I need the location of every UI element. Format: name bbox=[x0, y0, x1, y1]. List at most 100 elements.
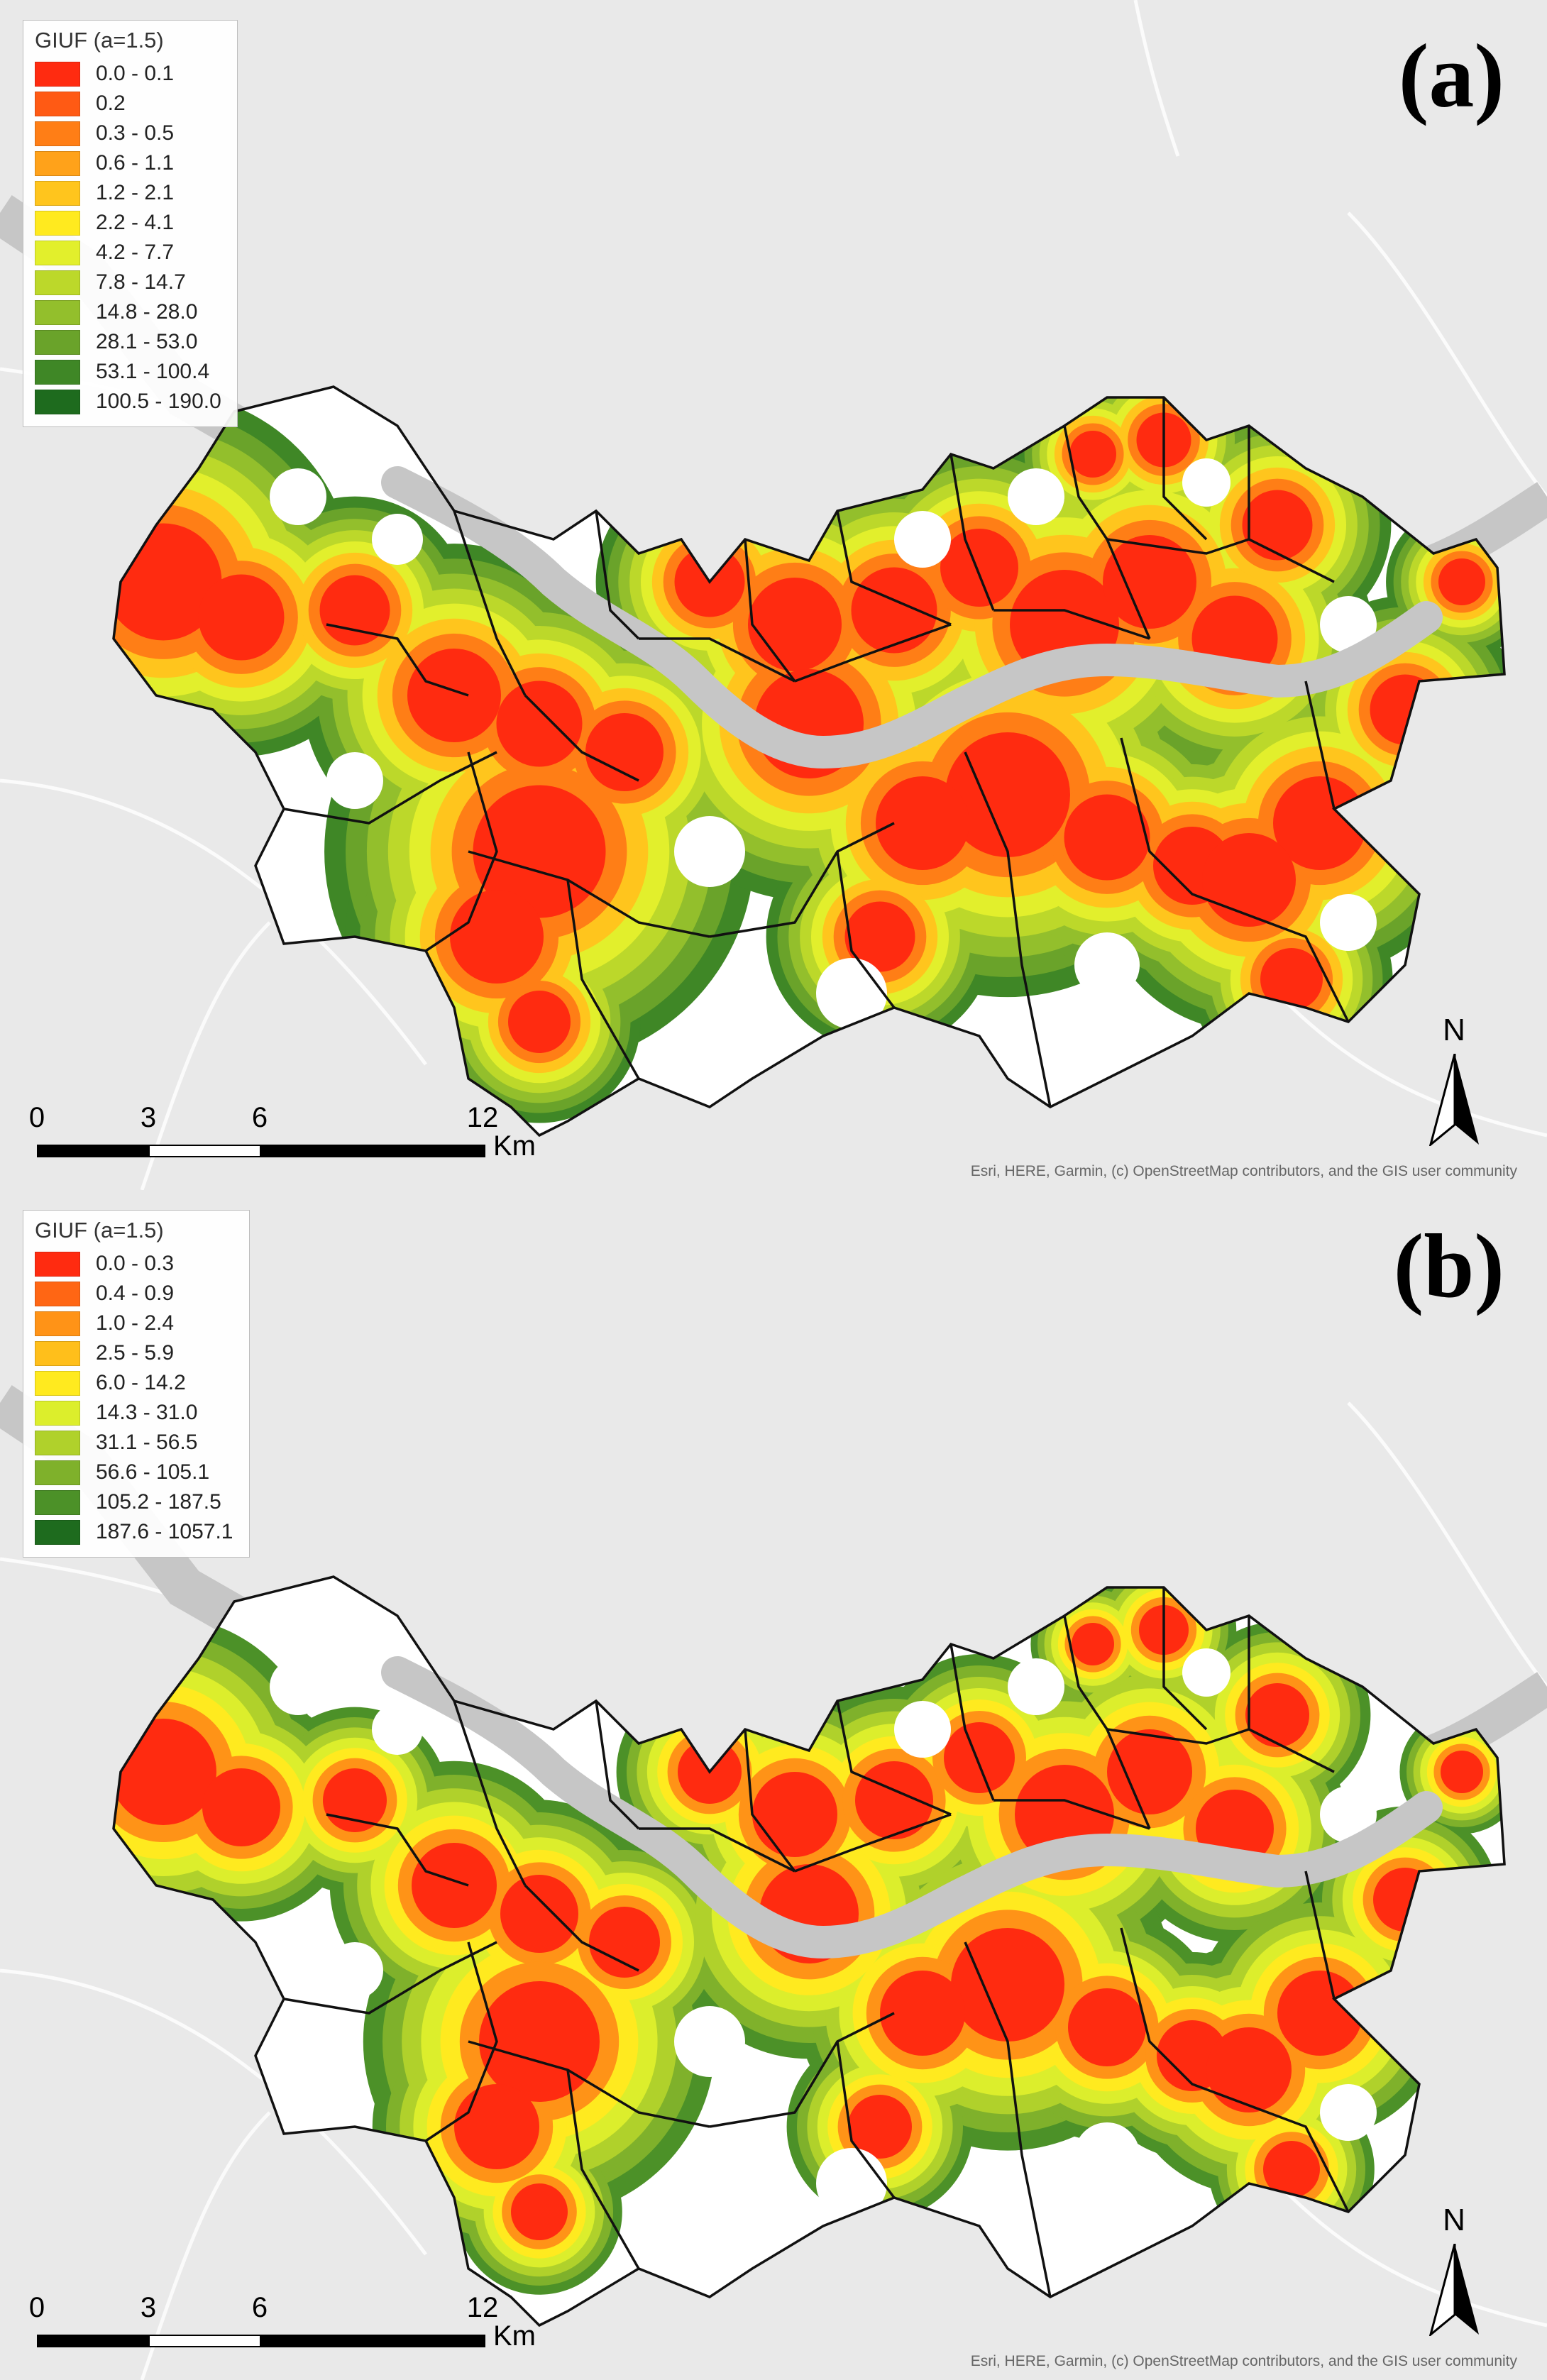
giuf-zone bbox=[940, 529, 1018, 607]
legend-item: 7.8 - 14.7 bbox=[35, 268, 221, 297]
scale-unit: Km bbox=[493, 1130, 536, 1162]
district-line bbox=[1106, 1728, 1250, 1745]
legend-label: 14.3 - 31.0 bbox=[96, 1401, 198, 1424]
giuf-zone bbox=[661, 1638, 759, 1736]
giuf-zone bbox=[511, 2183, 568, 2240]
legend-label: 1.0 - 2.4 bbox=[96, 1311, 175, 1335]
map-panel-b: (b) GIUF (a=1.5) 0.0 - 0.3 0.4 - 0.9 1.0 -… bbox=[0, 1190, 1547, 2380]
giuf-zone bbox=[668, 1645, 752, 1729]
scale-tick-label: 0 bbox=[28, 1102, 45, 1133]
legend-swatch bbox=[35, 1519, 80, 1545]
legend-label: 0.2 bbox=[96, 92, 126, 115]
district-line bbox=[283, 751, 497, 825]
legend-label: 4.2 - 7.7 bbox=[96, 241, 175, 264]
legend-swatch bbox=[35, 1460, 80, 1485]
district-line bbox=[566, 879, 640, 1079]
legend-item: 56.6 - 105.1 bbox=[35, 1458, 233, 1487]
no-data-area bbox=[1182, 1648, 1231, 1697]
district-line bbox=[836, 1700, 952, 1816]
giuf-zone bbox=[603, 1594, 674, 1665]
scale-bar-strip bbox=[37, 2335, 485, 2347]
giuf-zone bbox=[844, 901, 915, 972]
legend-swatch bbox=[35, 121, 80, 146]
scale-tick-label: 3 bbox=[140, 2292, 157, 2323]
giuf-zone bbox=[855, 1761, 933, 1839]
no-data-area bbox=[816, 2148, 887, 2219]
district-line bbox=[836, 510, 952, 626]
no-data-area bbox=[372, 1704, 423, 1755]
giuf-zone bbox=[1245, 1683, 1309, 1747]
city-boundary bbox=[112, 385, 1506, 1137]
map-canvas-b[interactable] bbox=[0, 1190, 1547, 2380]
no-data-area bbox=[1320, 596, 1377, 653]
giuf-zone bbox=[114, 1719, 216, 1825]
district-line bbox=[993, 1799, 1150, 1830]
legend-swatch bbox=[35, 91, 80, 116]
district-line bbox=[1304, 681, 1336, 810]
legend-label: 100.5 - 190.0 bbox=[96, 390, 221, 413]
legend-swatch bbox=[35, 1430, 80, 1455]
no-data-area bbox=[1320, 1786, 1377, 1843]
giuf-zone bbox=[1277, 1971, 1362, 2056]
district-line bbox=[595, 1700, 640, 1830]
district-line bbox=[1304, 1871, 1336, 2000]
legend-swatch bbox=[35, 299, 80, 325]
district-line bbox=[326, 623, 469, 697]
no-data-area bbox=[894, 1701, 951, 1758]
district-line bbox=[964, 1941, 1052, 2298]
giuf-zone bbox=[454, 2084, 539, 2169]
legend-label: 187.6 - 1057.1 bbox=[96, 1520, 233, 1543]
giuf-zone bbox=[500, 1875, 578, 1953]
legend-swatch bbox=[35, 389, 80, 414]
legend-title: GIUF (a=1.5) bbox=[35, 1218, 164, 1243]
giuf-zone bbox=[1107, 1729, 1192, 1814]
legend-label: 6.0 - 14.2 bbox=[96, 1371, 186, 1394]
district-line bbox=[1162, 1587, 1208, 1731]
legend-swatch bbox=[35, 1370, 80, 1396]
scale-segment bbox=[150, 1146, 260, 1156]
district-line bbox=[744, 539, 796, 683]
legend-label: 105.2 - 187.5 bbox=[96, 1490, 221, 1514]
legend-item: 0.6 - 1.1 bbox=[35, 148, 221, 178]
legend: GIUF (a=1.5) 0.0 - 0.3 0.4 - 0.9 1.0 - 2.4… bbox=[23, 1210, 250, 1558]
scale-segment bbox=[150, 2336, 260, 2346]
north-letter: N bbox=[1443, 1013, 1465, 1047]
giuf-zone bbox=[589, 1907, 660, 1978]
district-line bbox=[468, 2040, 710, 2128]
scale-tick-label: 6 bbox=[251, 2292, 268, 2323]
district-line bbox=[425, 1941, 498, 2142]
no-data-area bbox=[326, 752, 383, 809]
giuf-zone bbox=[851, 567, 937, 654]
map-canvas-a[interactable] bbox=[0, 0, 1547, 1190]
no-data-area bbox=[674, 816, 745, 887]
district-boundaries bbox=[283, 1587, 1350, 2298]
legend-item: 4.2 - 7.7 bbox=[35, 238, 221, 268]
legend-item: 1.2 - 2.1 bbox=[35, 178, 221, 208]
district-line bbox=[524, 694, 639, 782]
giuf-zone bbox=[450, 890, 544, 984]
legend-label: 0.0 - 0.1 bbox=[96, 62, 175, 85]
north-arrow: N bbox=[1415, 1013, 1493, 1155]
no-data-area bbox=[270, 1658, 326, 1715]
giuf-zone bbox=[576, 1577, 701, 1692]
legend-label: 7.8 - 14.7 bbox=[96, 270, 186, 294]
giuf-zone bbox=[1069, 431, 1116, 478]
legend-swatch bbox=[35, 270, 80, 295]
district-line bbox=[836, 2041, 896, 2199]
district-line bbox=[453, 510, 527, 696]
han-river bbox=[381, 1656, 1443, 1958]
district-boundaries bbox=[283, 397, 1350, 1108]
legend-swatch bbox=[35, 1281, 80, 1306]
north-arrow: N bbox=[1415, 2203, 1493, 2345]
giuf-zone bbox=[585, 387, 693, 494]
legend-item: 0.0 - 0.3 bbox=[35, 1249, 233, 1279]
giuf-zone bbox=[508, 991, 571, 1053]
scale-tick-label: 6 bbox=[251, 1102, 268, 1133]
legend-label: 0.3 - 0.5 bbox=[96, 121, 175, 145]
city-boundary bbox=[112, 1575, 1506, 2327]
giuf-zone bbox=[1260, 948, 1323, 1010]
no-data-area bbox=[326, 1942, 383, 1999]
giuf-zone bbox=[647, 1624, 772, 1749]
giuf-zone bbox=[951, 1928, 1064, 2042]
giuf-zone bbox=[752, 1772, 837, 1857]
